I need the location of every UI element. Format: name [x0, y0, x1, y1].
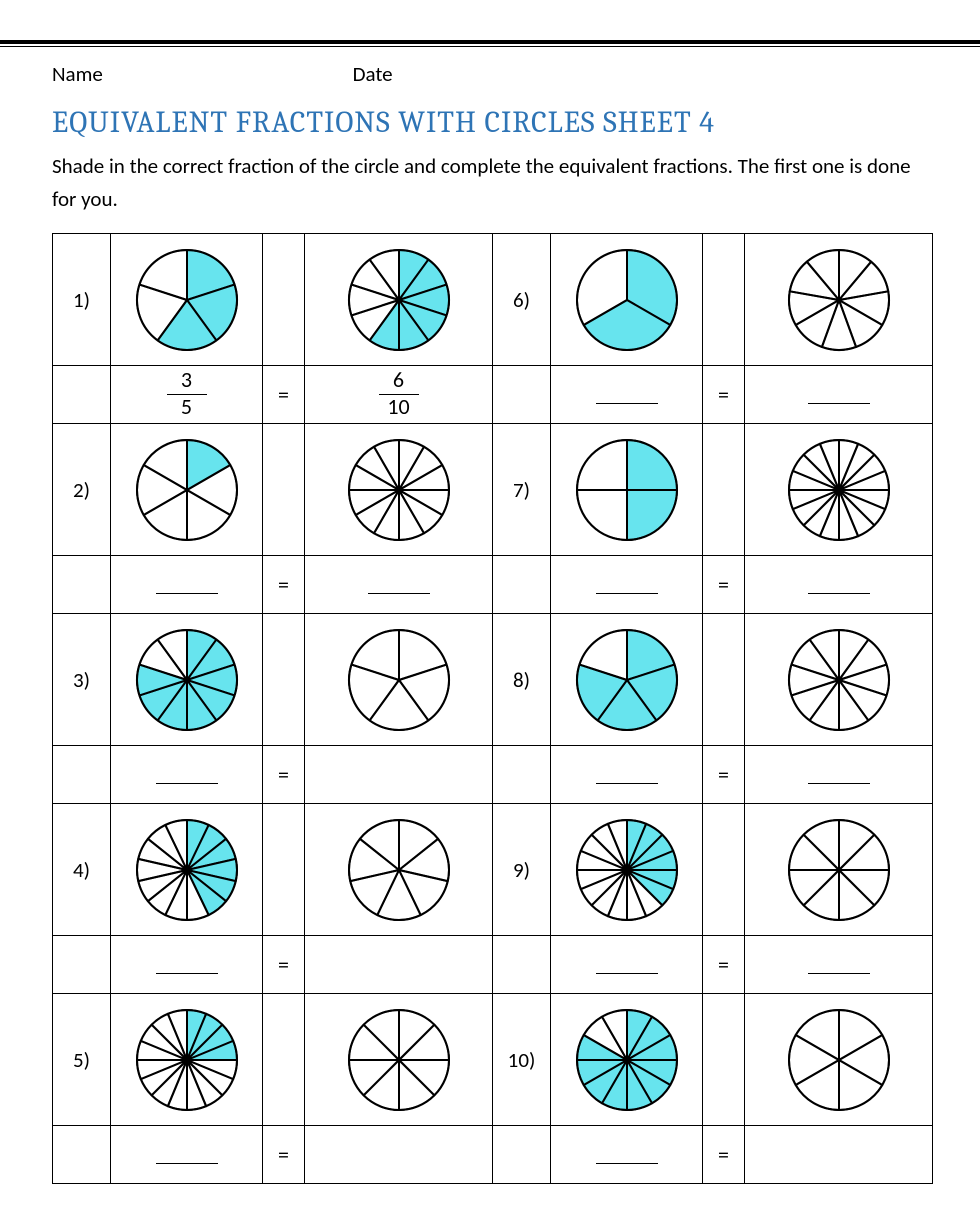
- problem-row: 4) 9): [53, 804, 933, 936]
- equals-sign: =: [278, 761, 289, 788]
- equals-sign: =: [718, 571, 729, 598]
- problem-row: 5) 10): [53, 994, 933, 1126]
- fraction-row: 3 5 = 6 10 =: [53, 366, 933, 424]
- equals-sign: =: [718, 1141, 729, 1168]
- problem-row: 2) 7): [53, 424, 933, 556]
- fraction-circle: [785, 246, 893, 354]
- header-line: Name Date: [0, 47, 980, 87]
- fraction-circle: [785, 436, 893, 544]
- problem-row: 3) 8): [53, 614, 933, 746]
- fraction-circle: [345, 816, 453, 924]
- equals-sign: =: [718, 381, 729, 408]
- equals-sign: =: [718, 761, 729, 788]
- fraction-circle: [573, 1006, 681, 1114]
- fraction-circle: [133, 436, 241, 544]
- fraction-blank[interactable]: [596, 766, 658, 784]
- fraction-blank[interactable]: [156, 766, 218, 784]
- fraction-blank[interactable]: [156, 576, 218, 594]
- fraction-blank[interactable]: [596, 576, 658, 594]
- problem-number: 8): [513, 667, 530, 693]
- fraction-circle: [345, 436, 453, 544]
- fraction-denominator: 5: [167, 395, 207, 421]
- fraction-circle: [573, 626, 681, 734]
- equals-sign: =: [278, 381, 289, 408]
- problem-number: 1): [73, 287, 90, 313]
- fraction-blank[interactable]: [156, 1146, 218, 1164]
- fraction: 6 10: [379, 368, 419, 421]
- fraction-circle: [133, 816, 241, 924]
- problem-number: 6): [513, 287, 530, 313]
- page-title: EQUIVALENT FRACTIONS WITH CIRCLES SHEET …: [0, 87, 980, 140]
- fraction-circle: [573, 246, 681, 354]
- fraction: 3 5: [167, 368, 207, 421]
- fraction-circle: [573, 816, 681, 924]
- problem-number: 10): [508, 1047, 536, 1073]
- fraction-blank[interactable]: [808, 956, 870, 974]
- fraction-circle: [573, 436, 681, 544]
- fraction-blank[interactable]: [596, 386, 658, 404]
- fraction-circle: [345, 626, 453, 734]
- fraction-blank[interactable]: [156, 956, 218, 974]
- instructions: Shade in the correct fraction of the cir…: [0, 140, 980, 215]
- fraction-circle: [133, 246, 241, 354]
- worksheet-grid: 1) 6) 3 5 = 6 10 = 2) 7) =: [52, 233, 933, 1184]
- fraction-blank[interactable]: [808, 766, 870, 784]
- fraction-numerator: 3: [167, 368, 207, 395]
- equals-sign: =: [718, 951, 729, 978]
- problem-number: 5): [73, 1047, 90, 1073]
- fraction-row: = =: [53, 746, 933, 804]
- fraction-blank[interactable]: [596, 956, 658, 974]
- fraction-numerator: 6: [379, 368, 419, 395]
- fraction-circle: [785, 626, 893, 734]
- problem-row: 1) 6): [53, 234, 933, 366]
- fraction-circle: [785, 816, 893, 924]
- problem-number: 7): [513, 477, 530, 503]
- fraction-circle: [345, 1006, 453, 1114]
- name-label: Name: [52, 61, 103, 87]
- fraction-circle: [133, 626, 241, 734]
- worksheet-grid-wrap: 1) 6) 3 5 = 6 10 = 2) 7) =: [0, 215, 980, 1224]
- equals-sign: =: [278, 1141, 289, 1168]
- fraction-blank[interactable]: [368, 576, 430, 594]
- fraction-blank[interactable]: [596, 1146, 658, 1164]
- fraction-blank[interactable]: [808, 386, 870, 404]
- date-label: Date: [353, 61, 393, 87]
- fraction-row: = =: [53, 936, 933, 994]
- equals-sign: =: [278, 951, 289, 978]
- fraction-denominator: 10: [379, 395, 419, 421]
- problem-number: 4): [73, 857, 90, 883]
- problem-number: 2): [73, 477, 90, 503]
- problem-number: 9): [513, 857, 530, 883]
- fraction-row: = =: [53, 1126, 933, 1184]
- equals-sign: =: [278, 571, 289, 598]
- fraction-blank[interactable]: [808, 576, 870, 594]
- fraction-circle: [133, 1006, 241, 1114]
- fraction-circle: [345, 246, 453, 354]
- problem-number: 3): [73, 667, 90, 693]
- top-rule-thick: [0, 40, 980, 44]
- fraction-row: = =: [53, 556, 933, 614]
- fraction-circle: [785, 1006, 893, 1114]
